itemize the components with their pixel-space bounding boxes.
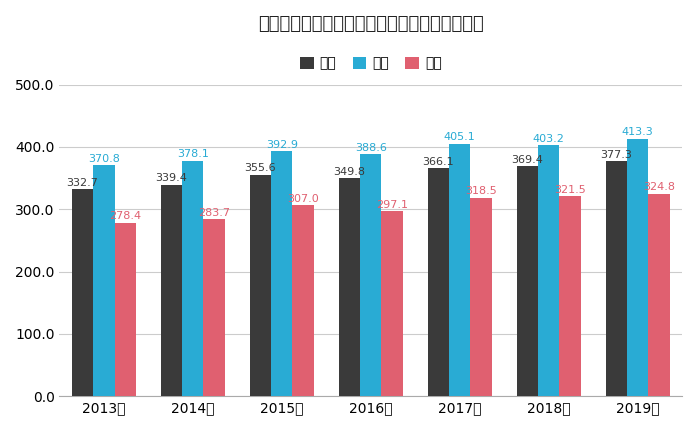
- Title: 沖縄県の男女別平均年収の推移（単位：万円）: 沖縄県の男女別平均年収の推移（単位：万円）: [258, 15, 484, 33]
- Text: 392.9: 392.9: [266, 140, 298, 150]
- Bar: [339, 178, 360, 396]
- Bar: [271, 151, 293, 396]
- Bar: [360, 154, 381, 396]
- Bar: [381, 211, 403, 396]
- Bar: [449, 144, 470, 396]
- Text: 403.2: 403.2: [533, 134, 565, 144]
- Bar: [606, 161, 627, 396]
- Bar: [161, 184, 182, 396]
- Text: 413.3: 413.3: [622, 127, 653, 137]
- Text: 297.1: 297.1: [376, 200, 408, 210]
- Bar: [182, 160, 204, 396]
- Text: 321.5: 321.5: [554, 184, 585, 194]
- Bar: [538, 145, 559, 396]
- Text: 370.8: 370.8: [88, 154, 120, 164]
- Bar: [93, 165, 114, 396]
- Text: 366.1: 366.1: [422, 157, 454, 167]
- Bar: [72, 189, 93, 396]
- Bar: [470, 198, 491, 396]
- Bar: [204, 219, 225, 396]
- Bar: [114, 223, 136, 396]
- Text: 378.1: 378.1: [177, 149, 208, 159]
- Text: 339.4: 339.4: [155, 173, 187, 183]
- Bar: [293, 205, 314, 396]
- Text: 349.8: 349.8: [333, 167, 365, 177]
- Text: 369.4: 369.4: [512, 155, 543, 165]
- Bar: [627, 138, 648, 396]
- Bar: [559, 196, 581, 396]
- Text: 283.7: 283.7: [198, 208, 230, 218]
- Text: 377.3: 377.3: [600, 150, 632, 160]
- Text: 278.4: 278.4: [109, 212, 141, 221]
- Bar: [648, 194, 670, 396]
- Text: 355.6: 355.6: [245, 163, 276, 173]
- Text: 318.5: 318.5: [465, 187, 497, 197]
- Bar: [516, 166, 538, 396]
- Text: 332.7: 332.7: [66, 178, 98, 187]
- Text: 307.0: 307.0: [287, 194, 319, 203]
- Bar: [250, 175, 271, 396]
- Text: 324.8: 324.8: [643, 182, 675, 193]
- Text: 405.1: 405.1: [444, 132, 475, 142]
- Text: 388.6: 388.6: [355, 143, 387, 153]
- Legend: 全体, 男性, 女性: 全体, 男性, 女性: [294, 51, 447, 76]
- Bar: [427, 168, 449, 396]
